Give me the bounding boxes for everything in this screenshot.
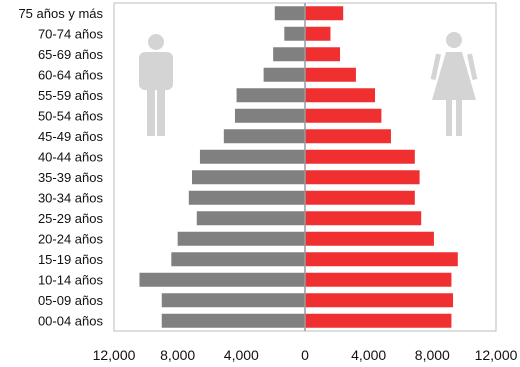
bar-left-0 [274,6,305,21]
bar-left-4 [236,88,305,103]
bar-left-7 [199,149,305,164]
female-figure-icon [430,32,478,136]
bar-right-0 [305,6,344,21]
age-group-label: 55-59 años [38,88,104,103]
bar-left-15 [161,313,305,328]
bar-left-2 [273,47,305,62]
age-group-label: 20-24 años [38,231,104,246]
bar-right-7 [305,149,415,164]
male-figure-icon [139,34,173,136]
bar-right-12 [305,252,458,267]
bars-group [139,6,458,328]
bar-right-1 [305,26,331,41]
age-group-label: 05-09 años [38,293,104,308]
age-group-label: 50-54 años [38,108,104,123]
age-group-label: 35-39 años [38,170,104,185]
bar-right-15 [305,313,452,328]
age-group-label: 65-69 años [38,47,104,62]
bar-right-10 [305,211,422,226]
bar-left-3 [263,67,305,82]
x-tick-label: 8,000 [160,347,195,363]
bar-right-11 [305,231,434,246]
bar-left-14 [161,293,305,308]
age-group-label: 40-44 años [38,149,104,164]
x-axis-tick-labels: 12,000 8,000 4,000 0 4,000 8,000 12,000 [93,347,518,363]
age-group-label: 45-49 años [38,129,104,144]
x-tick-label: 12,000 [93,347,136,363]
bar-left-12 [171,252,305,267]
age-group-label: 70-74 años [38,26,104,41]
bar-left-8 [191,170,305,185]
age-group-label: 10-14 años [38,272,104,287]
age-group-label: 75 años y más [18,6,103,21]
bar-left-9 [188,190,305,205]
bar-right-5 [305,108,382,123]
bar-right-2 [305,47,341,62]
bar-right-4 [305,88,376,103]
age-group-label: 60-64 años [38,67,104,82]
age-group-label: 15-19 años [38,252,104,267]
bar-right-8 [305,170,420,185]
bar-left-1 [284,26,305,41]
bar-right-6 [305,129,391,144]
x-tick-label: 4,000 [351,347,386,363]
bar-right-13 [305,272,452,287]
age-group-label: 30-34 años [38,190,104,205]
age-group-label: 00-04 años [38,313,104,328]
x-tick-label: 8,000 [415,347,450,363]
bar-right-9 [305,190,415,205]
bar-left-10 [196,211,305,226]
bar-left-5 [234,108,305,123]
bar-left-13 [139,272,305,287]
x-tick-label: 0 [301,347,309,363]
bar-right-3 [305,67,356,82]
x-tick-label: 12,000 [475,347,518,363]
age-group-label: 25-29 años [38,211,104,226]
bar-right-14 [305,293,454,308]
age-group-labels: 75 años y más 70-74 años 65-69 años 60-64 a… [18,6,103,329]
bar-left-11 [177,231,305,246]
bar-left-6 [223,129,305,144]
x-tick-label: 4,000 [224,347,259,363]
